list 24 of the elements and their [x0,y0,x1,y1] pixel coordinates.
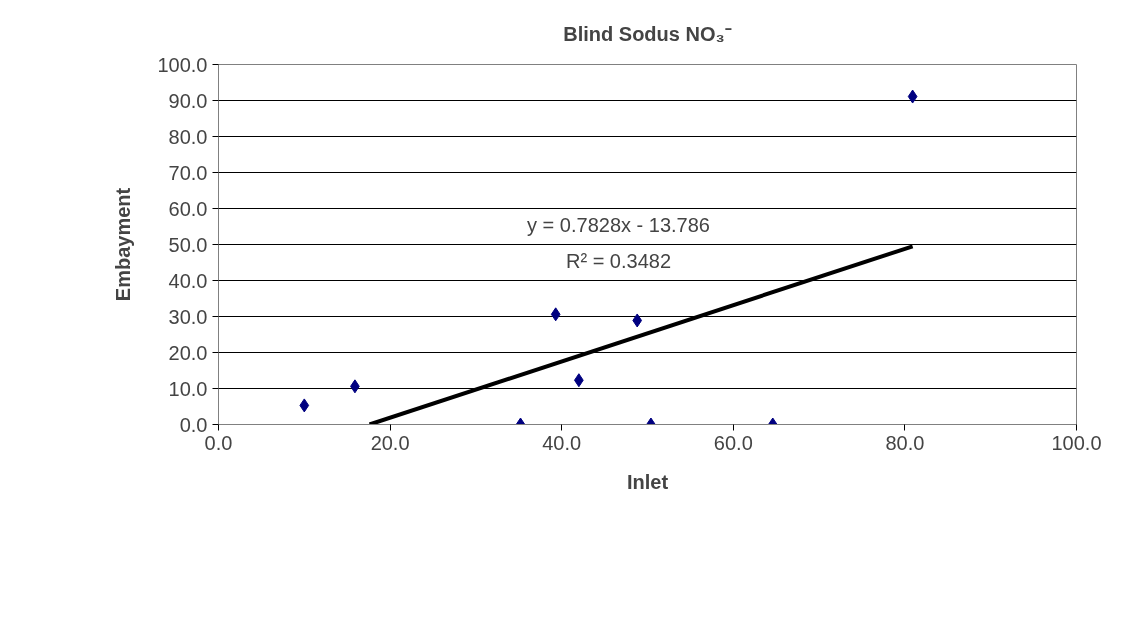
chart-title: Blind Sodus NO₃⁻ [563,22,732,45]
x-tick-label: 100.0 [1051,431,1102,454]
annotation: R² = 0.3482 [565,249,672,272]
y-tick-label: 40.0 [168,269,208,292]
point [632,313,643,328]
x-tick-label: 80.0 [885,431,925,454]
y-tick-label: 50.0 [168,233,208,256]
y-tick-label: 30.0 [168,305,208,328]
x-tick-label: 20.0 [370,431,410,454]
x-axis-title: Inlet [626,470,669,493]
y-tick-label: 60.0 [168,197,208,220]
y-tick-label: 10.0 [168,377,208,400]
y-tick-label: 20.0 [168,341,208,364]
y-tick-label: 80.0 [168,125,208,148]
y-axis-title: Embayment [112,187,135,302]
point [550,307,561,322]
x-tick-label: 60.0 [713,431,753,454]
y-tick-label: 90.0 [168,89,208,112]
annotation: y = 0.7828x - 13.786 [527,213,710,236]
point [299,398,310,413]
x-tick-label: 40.0 [542,431,582,454]
point [907,89,918,104]
y-tick-label: 70.0 [168,161,208,184]
y-tick-label: 100.0 [157,53,208,76]
